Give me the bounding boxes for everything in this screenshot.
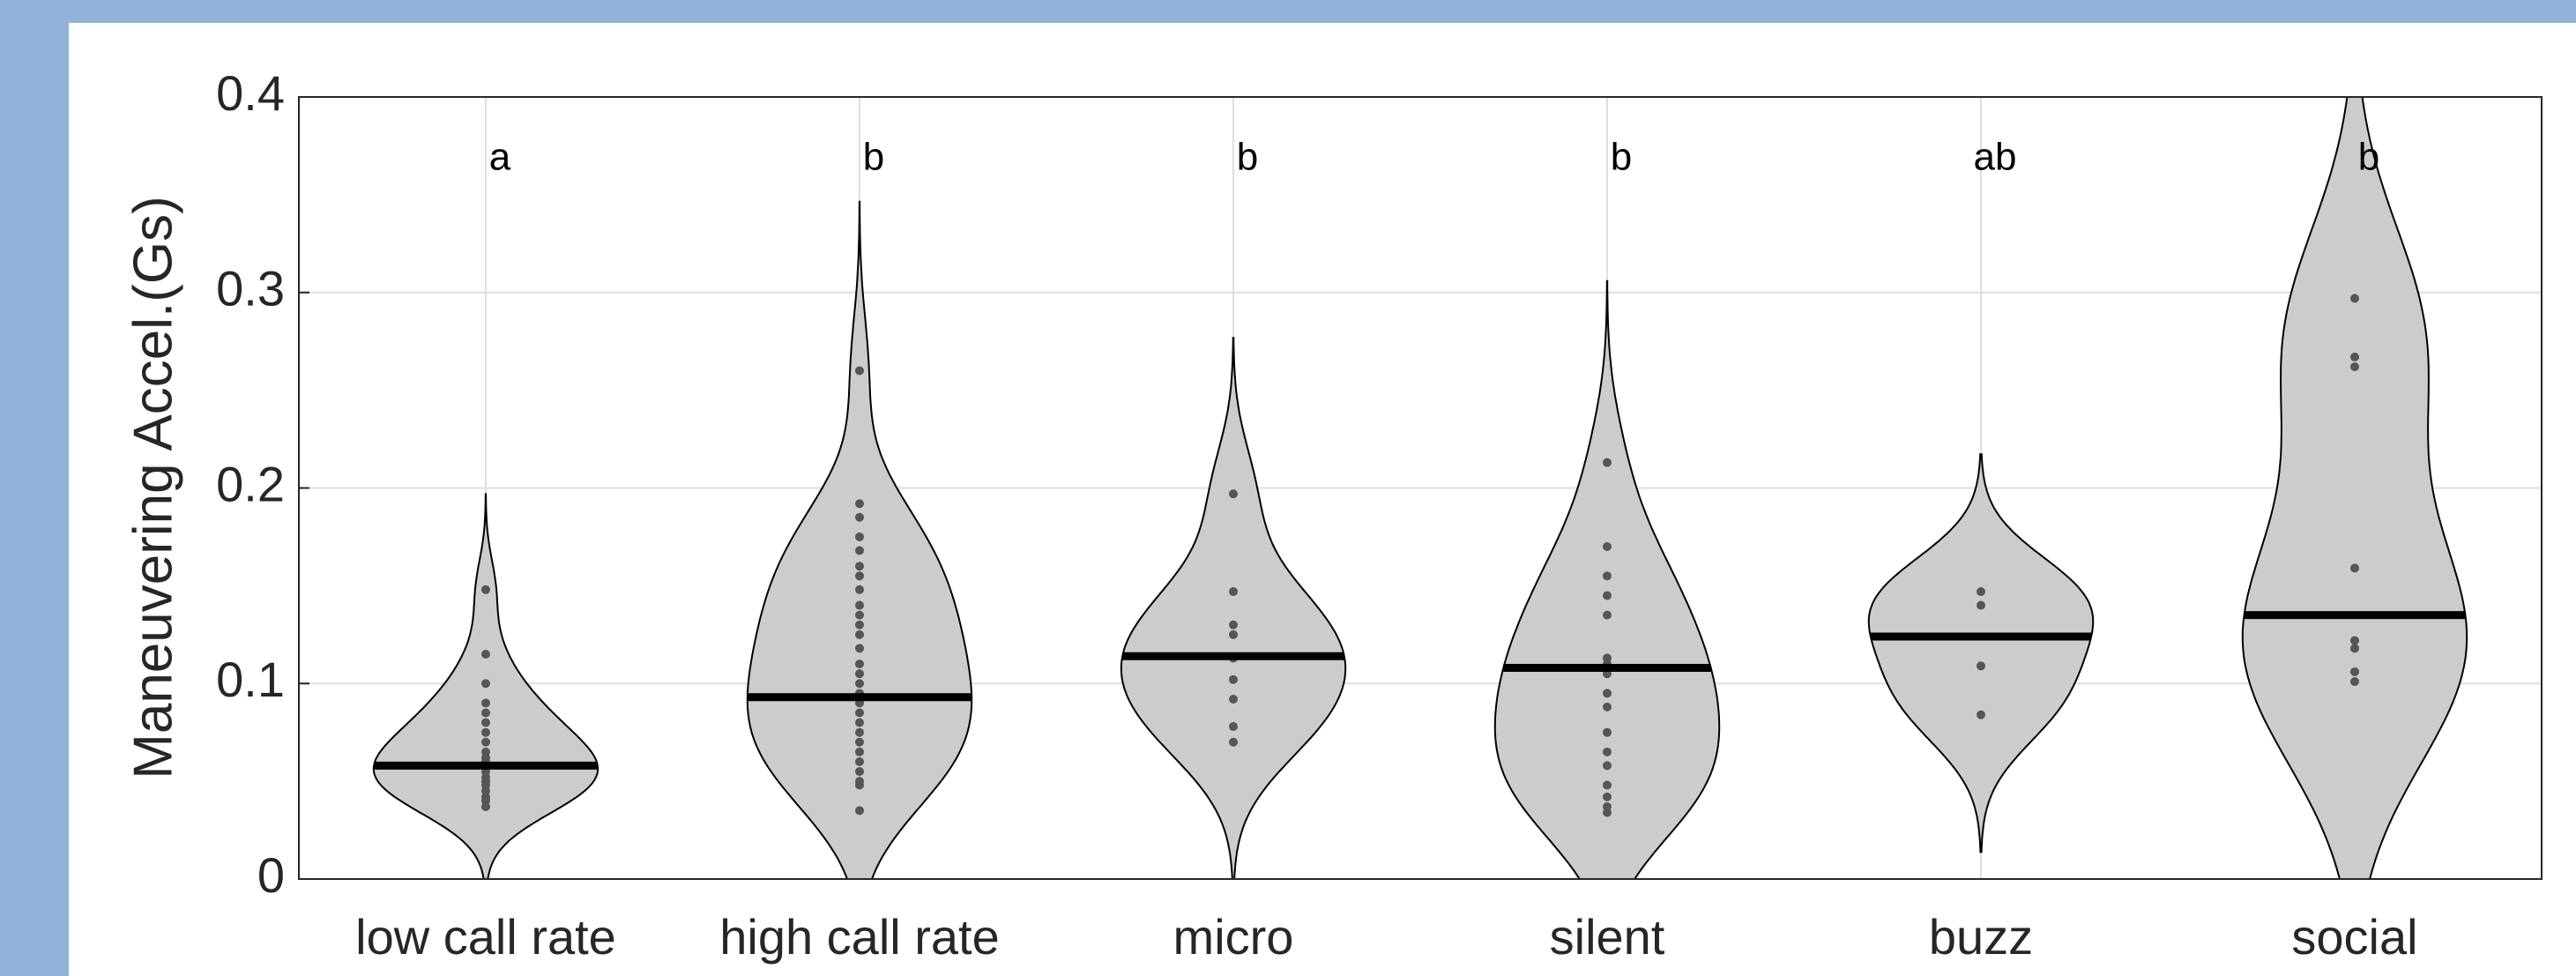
data-point	[855, 533, 864, 541]
y-tick-label: 0.4	[216, 65, 285, 121]
data-point	[855, 585, 864, 594]
y-tick-label: 0.2	[216, 456, 285, 511]
data-point	[855, 679, 864, 688]
data-point	[855, 806, 864, 815]
data-point	[855, 709, 864, 718]
data-point	[1603, 748, 1612, 756]
data-point	[481, 698, 490, 707]
data-point	[855, 748, 864, 756]
y-axis-label: Maneuvering Accel.(Gs)	[123, 196, 183, 779]
data-point	[2350, 353, 2359, 361]
data-point	[855, 513, 864, 522]
data-point	[2350, 362, 2359, 371]
data-point	[2350, 563, 2359, 572]
data-point	[2350, 644, 2359, 652]
data-point	[481, 650, 490, 659]
data-point	[1229, 722, 1238, 731]
data-point	[481, 738, 490, 747]
data-point	[855, 738, 864, 747]
data-point	[1603, 689, 1612, 697]
data-point	[1229, 587, 1238, 596]
window-frame	[0, 0, 69, 976]
significance-label: b	[2358, 136, 2379, 179]
data-point	[1229, 738, 1238, 747]
data-point	[1603, 793, 1612, 801]
data-point	[481, 719, 490, 727]
x-tick-label: low call rate	[355, 909, 616, 965]
data-point	[1603, 808, 1612, 817]
data-point	[1229, 621, 1238, 630]
significance-label: b	[1237, 136, 1258, 179]
x-tick-label: high call rate	[719, 909, 1000, 965]
data-point	[855, 659, 864, 668]
data-point	[481, 585, 490, 594]
data-point	[855, 630, 864, 639]
data-point	[1603, 591, 1612, 600]
data-point	[481, 679, 490, 688]
data-point	[1229, 630, 1238, 639]
data-point	[2350, 636, 2359, 644]
x-tick-label: social	[2291, 909, 2417, 965]
significance-label: b	[1611, 136, 1632, 179]
data-point	[855, 644, 864, 652]
data-point	[1229, 675, 1238, 684]
data-point	[855, 621, 864, 630]
data-point	[1229, 695, 1238, 704]
significance-label: a	[489, 136, 511, 179]
data-point	[1229, 489, 1238, 498]
data-point	[2350, 294, 2359, 302]
x-tick-label: buzz	[1929, 909, 2033, 965]
data-point	[1603, 571, 1612, 580]
data-point	[855, 546, 864, 555]
data-point	[1603, 728, 1612, 737]
data-point	[855, 601, 864, 610]
data-point	[481, 728, 490, 737]
data-point	[1977, 711, 1985, 719]
data-point	[855, 781, 864, 790]
data-point	[481, 709, 490, 718]
page: 0 0.1 0.2 0.3 0.4 low call rate a high call rat…	[0, 0, 2576, 976]
data-point	[1977, 661, 1985, 670]
data-point	[1603, 781, 1612, 790]
y-tick-label: 0	[257, 847, 285, 903]
window-frame	[0, 0, 2576, 23]
y-tick-label: 0.3	[216, 261, 285, 317]
data-point	[1977, 587, 1985, 596]
data-point	[1603, 611, 1612, 620]
data-point	[1977, 601, 1985, 610]
data-point	[2350, 667, 2359, 676]
data-point	[855, 366, 864, 375]
significance-label: ab	[1974, 136, 2017, 179]
data-point	[2350, 677, 2359, 686]
data-point	[481, 802, 490, 811]
x-tick-label: micro	[1173, 909, 1294, 965]
significance-label: b	[863, 136, 884, 179]
data-point	[855, 562, 864, 570]
x-tick-label: silent	[1550, 909, 1665, 965]
data-point	[1603, 703, 1612, 712]
data-point	[1603, 761, 1612, 770]
data-point	[855, 499, 864, 508]
data-point	[855, 767, 864, 776]
data-point	[855, 611, 864, 620]
data-point	[855, 669, 864, 678]
data-point	[1603, 458, 1612, 467]
data-point	[855, 757, 864, 766]
data-point	[855, 571, 864, 580]
chart: 0 0.1 0.2 0.3 0.4 low call rate a high call rat…	[0, 0, 2576, 976]
y-tick-label: 0.1	[216, 652, 285, 707]
data-point	[855, 728, 864, 737]
data-point	[1603, 542, 1612, 551]
data-point	[855, 719, 864, 727]
